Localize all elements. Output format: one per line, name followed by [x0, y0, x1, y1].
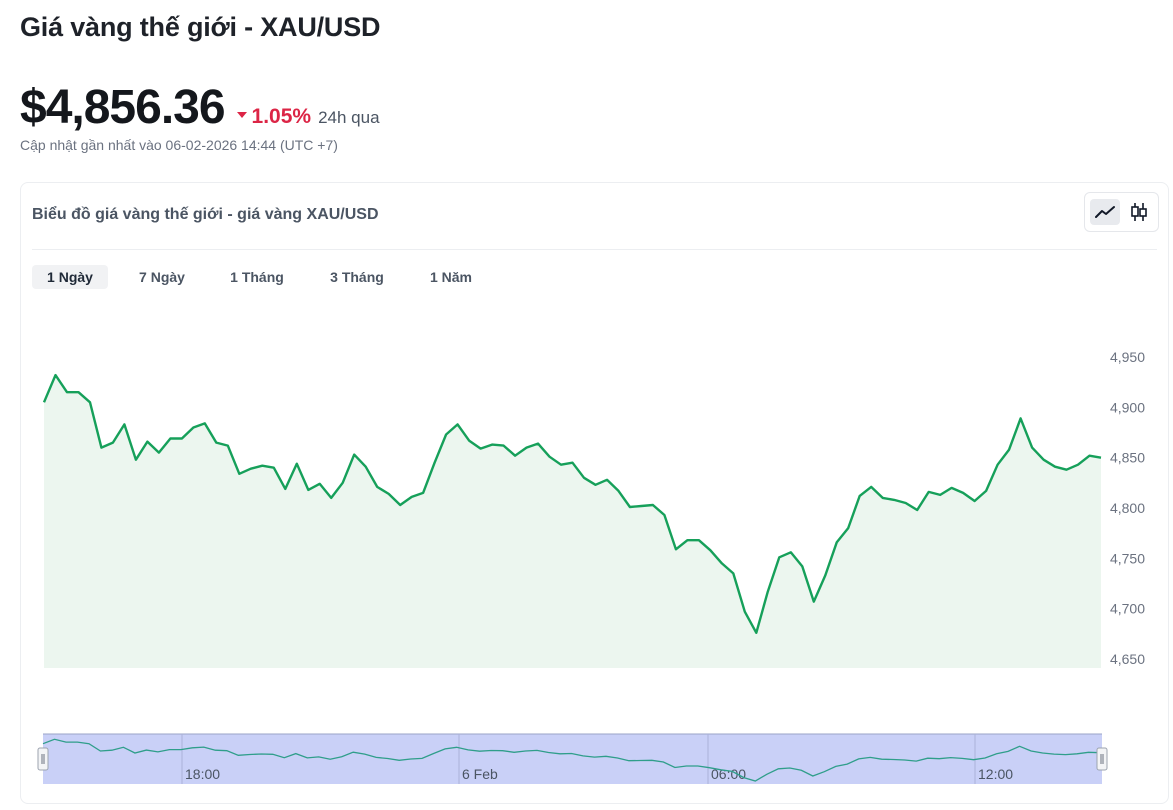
down-arrow-icon — [236, 112, 247, 118]
price-area — [44, 375, 1101, 668]
tab-3-months[interactable]: 3 Tháng — [330, 269, 384, 285]
tab-1-year[interactable]: 1 Năm — [429, 269, 473, 285]
y-tick-label: 4,700 — [1110, 601, 1145, 617]
navigator-right-handle[interactable] — [1096, 747, 1108, 771]
change-percent: 1.05% — [251, 105, 312, 128]
price-row: $4,856.36 1.05% 24h qua — [20, 80, 380, 135]
tab-7-days[interactable]: 7 Ngày — [139, 269, 185, 285]
y-axis: 4,950 4,900 4,850 4,800 4,750 4,700 4,650 — [1110, 349, 1145, 667]
y-tick-label: 4,900 — [1110, 399, 1145, 415]
navigator[interactable]: 18:00 6 Feb 06:00 12:00 — [37, 733, 1108, 784]
y-tick-label: 4,800 — [1110, 500, 1145, 516]
navigator-line — [42, 738, 1101, 782]
y-tick-label: 4,950 — [1110, 349, 1145, 365]
navigator-tick-label: 6 Feb — [462, 766, 498, 782]
current-price: $4,856.36 — [20, 81, 226, 134]
navigator-left-handle[interactable] — [37, 747, 49, 771]
tab-1-month[interactable]: 1 Tháng — [230, 269, 284, 285]
line-chart-icon — [1095, 206, 1115, 218]
navigator-left-handle-body[interactable] — [37, 747, 49, 771]
price-line — [42, 373, 1102, 634]
navigator-ticks: 18:00 6 Feb 06:00 12:00 — [181, 734, 1013, 784]
card-divider — [32, 249, 1157, 250]
chart-title: Biểu đồ giá vàng thế giới - giá vàng XAU… — [32, 206, 379, 223]
navigator-tick-label: 18:00 — [185, 766, 220, 782]
y-tick-label: 4,650 — [1110, 651, 1145, 667]
chart-card: Biểu đồ giá vàng thế giới - giá vàng XAU… — [20, 182, 1169, 804]
navigator-tick-label: 12:00 — [978, 766, 1013, 782]
navigator-right-handle-body[interactable] — [1096, 747, 1108, 771]
y-tick-label: 4,850 — [1110, 450, 1145, 466]
candlestick-button[interactable] — [1124, 199, 1154, 225]
last-updated: Cập nhật gần nhất vào 06-02-2026 14:44 (… — [20, 137, 338, 153]
candlestick-icon — [1131, 203, 1147, 221]
page-title: Giá vàng thế giới - XAU/USD — [20, 12, 381, 42]
y-tick-label: 4,750 — [1110, 550, 1145, 566]
tab-1-day[interactable]: 1 Ngày — [32, 265, 108, 289]
chart-type-toggle — [1084, 192, 1159, 232]
line-chart-button[interactable] — [1090, 199, 1120, 225]
change-period-label: 24h qua — [318, 108, 380, 127]
